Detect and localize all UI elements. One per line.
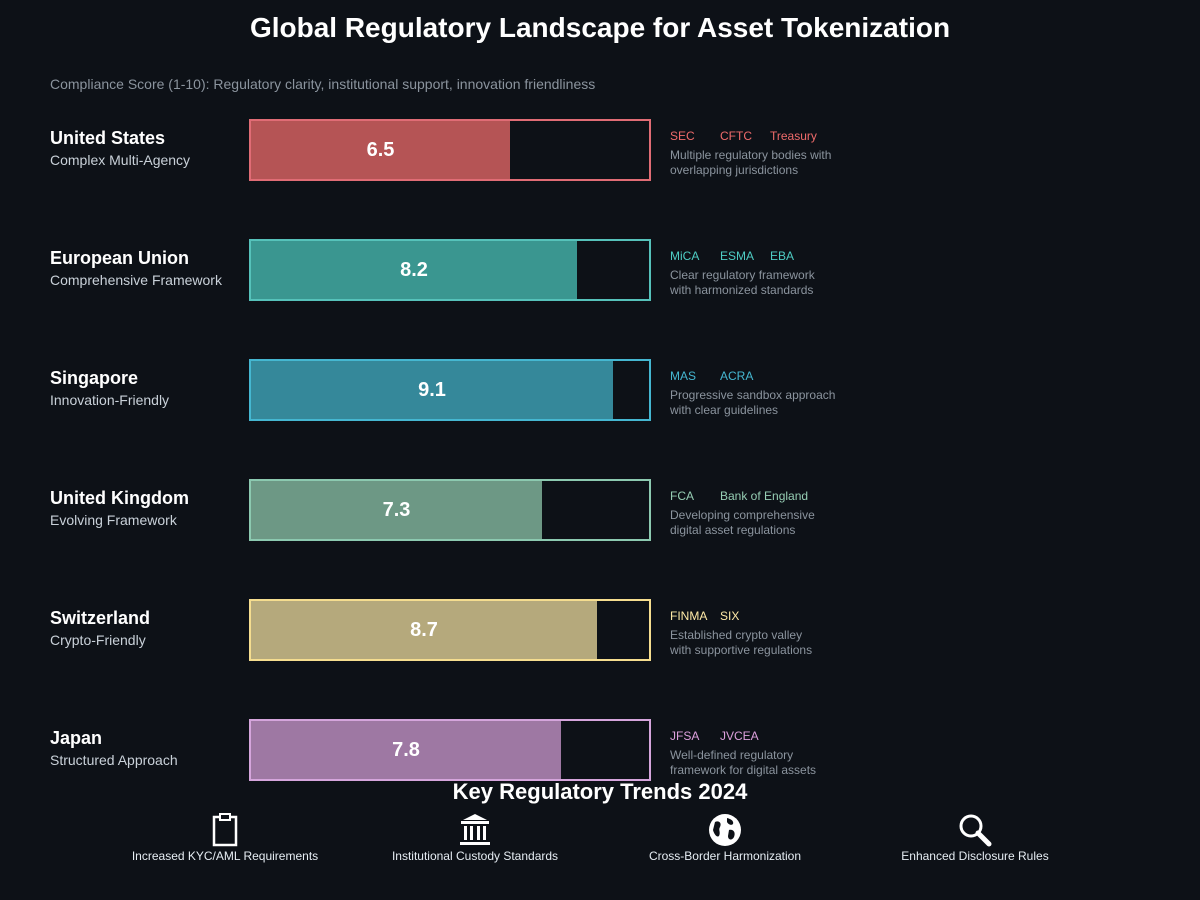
trend-kyc-aml: Increased KYC/AML Requirements — [100, 812, 350, 863]
score-bar — [251, 121, 510, 179]
chart-subtitle: Compliance Score (1-10): Regulatory clar… — [50, 76, 596, 92]
country-description: Multiple regulatory bodies with overlappi… — [670, 148, 850, 178]
agency-tag: FCA — [670, 489, 694, 503]
country-name: Japan — [50, 728, 103, 748]
country-row: Japan Structured Approach 7.8 JFSA JVCEA Well… — [0, 719, 1200, 781]
country-subtitle: Crypto-Friendly — [50, 632, 146, 648]
country-subtitle: Evolving Framework — [50, 512, 177, 528]
agency-tag: MiCA — [670, 249, 700, 263]
description-line: digital asset regulations — [670, 523, 796, 537]
globe-icon — [709, 814, 741, 846]
country-subtitle: Complex Multi-Agency — [50, 152, 191, 168]
score-value-label: 7.8 — [392, 739, 420, 761]
description-line: Developing comprehensive — [670, 508, 815, 522]
score-bar — [251, 361, 613, 419]
score-bar — [251, 481, 542, 539]
trend-custody: Institutional Custody Standards — [350, 812, 600, 863]
score-bar-track: 7.8 — [249, 719, 651, 781]
country-row: European Union Comprehensive Framework 8.2… — [0, 239, 1200, 301]
clipboard-icon — [212, 813, 238, 847]
score-bar-track: 9.1 — [249, 359, 651, 421]
country-name: United States — [50, 128, 166, 148]
trends-title: Key Regulatory Trends 2024 — [452, 779, 748, 804]
trend-harmonization: Cross-Border Harmonization — [600, 812, 850, 863]
trend-label: Cross-Border Harmonization — [648, 849, 802, 863]
score-bar-track: 6.5 — [249, 119, 651, 181]
country-subtitle: Innovation-Friendly — [50, 392, 170, 408]
country-subtitle: Structured Approach — [50, 752, 178, 768]
score-value-label: 8.7 — [410, 619, 438, 641]
agency-tag: JVCEA — [720, 729, 759, 743]
score-bar — [251, 601, 597, 659]
trend-label: Increased KYC/AML Requirements — [131, 849, 319, 863]
agency-tag: FINMA — [670, 609, 708, 623]
country-subtitle: Comprehensive Framework — [50, 272, 222, 288]
description-line: with supportive regulations — [670, 643, 813, 657]
score-value-label: 7.3 — [382, 499, 411, 521]
country-row: Switzerland Crypto-Friendly 8.7 FINMA SIX Est… — [0, 599, 1200, 661]
agency-tag: ESMA — [720, 249, 755, 263]
description-line: Clear regulatory framework — [670, 268, 815, 282]
score-bar-track: 7.3 — [249, 479, 651, 541]
agency-tag: MAS — [670, 369, 697, 383]
agency-tag: Bank of England — [720, 489, 809, 503]
description-line: Progressive sandbox approach — [670, 388, 836, 402]
agency-tag: ACRA — [720, 369, 754, 383]
description-line: with harmonized standards — [670, 283, 814, 297]
score-value-label: 8.2 — [400, 259, 428, 281]
country-description: Clear regulatory framework with harmonize… — [670, 268, 850, 298]
country-row: United Kingdom Evolving Framework 7.3 FCA Ba… — [0, 479, 1200, 541]
country-row: Singapore Innovation-Friendly 9.1 MAS ACRA Pr… — [0, 359, 1200, 421]
agency-tag: SIX — [720, 609, 740, 623]
country-description: Established crypto valley with supportive… — [670, 628, 850, 658]
country-description: Developing comprehensive digital asset re… — [670, 508, 850, 538]
description-line: with clear guidelines — [670, 403, 779, 417]
score-bar-track: 8.2 — [249, 239, 651, 301]
description-line: overlapping jurisdictions — [670, 163, 799, 177]
trend-disclosure: Enhanced Disclosure Rules — [850, 812, 1100, 863]
trend-label: Institutional Custody Standards — [391, 849, 559, 863]
score-bar — [251, 241, 577, 299]
country-name: United Kingdom — [50, 488, 189, 508]
description-line: Multiple regulatory bodies with — [670, 148, 832, 162]
score-value-label: 6.5 — [366, 139, 395, 161]
description-line: framework for digital assets — [670, 763, 817, 777]
description-line: Established crypto valley — [670, 628, 803, 642]
score-value-label: 9.1 — [418, 379, 446, 401]
country-description: Progressive sandbox approach with clear g… — [670, 388, 850, 418]
bank-icon — [460, 814, 490, 845]
trend-label: Enhanced Disclosure Rules — [901, 849, 1049, 863]
agency-tag: JFSA — [670, 729, 700, 743]
country-description: Well-defined regulatory framework for dig… — [670, 748, 850, 778]
agency-tag: EBA — [770, 249, 795, 263]
score-bar-track: 8.7 — [249, 599, 651, 661]
agency-tag: SEC — [670, 129, 695, 143]
score-bar — [251, 721, 561, 779]
agency-tag: CFTC — [720, 129, 752, 143]
country-name: Singapore — [50, 368, 139, 388]
country-name: European Union — [50, 248, 189, 268]
agency-tag: Treasury — [770, 129, 817, 143]
country-row: United States Complex Multi-Agency 6.5 SEC C… — [0, 119, 1200, 181]
country-name: Switzerland — [50, 608, 151, 628]
description-line: Well-defined regulatory — [670, 748, 794, 762]
magnifier-icon — [959, 814, 992, 847]
chart-title: Global Regulatory Landscape for Asset To… — [249, 12, 951, 43]
